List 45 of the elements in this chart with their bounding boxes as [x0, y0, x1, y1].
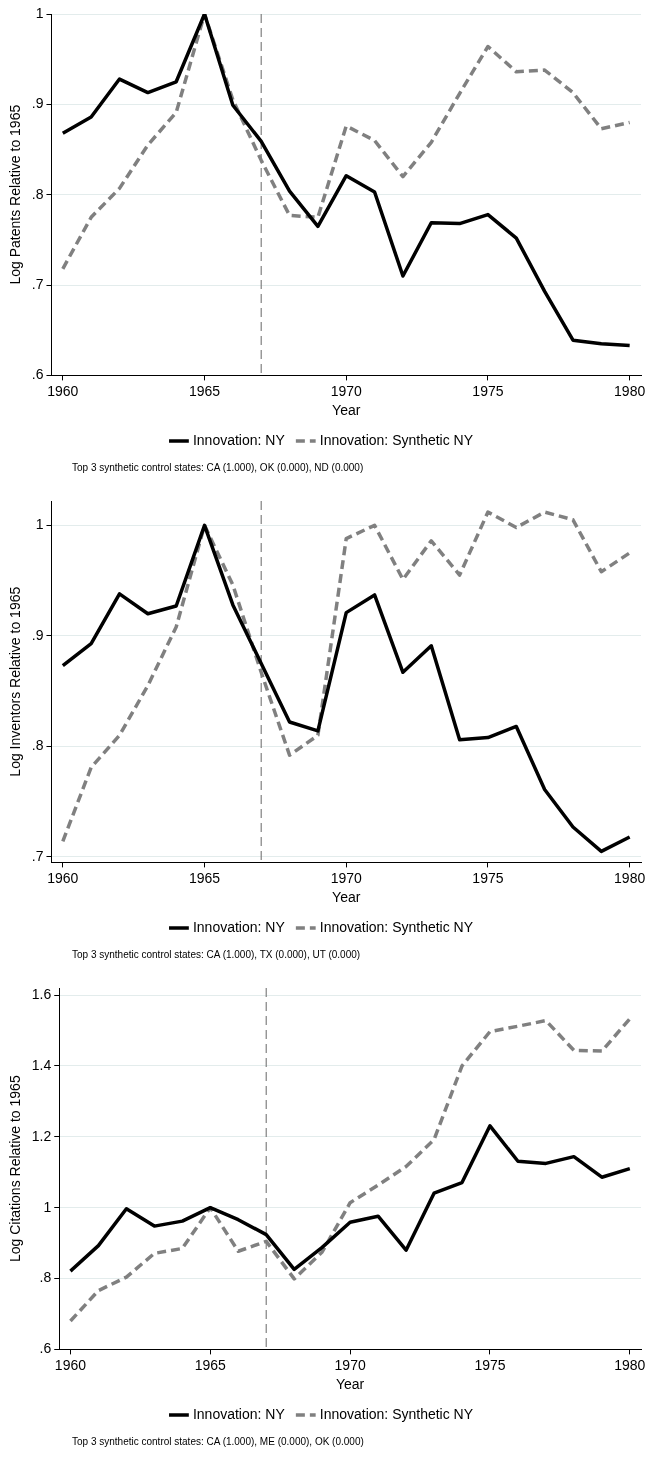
- x-axis-title: Year: [332, 402, 361, 419]
- x-tick-label: 1960: [47, 869, 79, 886]
- y-tick-label: .7: [31, 275, 44, 292]
- x-tick-label: 1980: [614, 869, 646, 886]
- y-tick-label: 1.6: [31, 985, 52, 1002]
- y-tick-label: 1.2: [31, 1127, 52, 1144]
- y-tick-label: 1: [43, 1198, 52, 1215]
- x-axis-title: Year: [335, 1376, 365, 1393]
- y-tick-label: .6: [31, 366, 44, 383]
- y-tick-label: .7: [31, 847, 44, 864]
- x-tick-label: 1970: [330, 382, 363, 399]
- y-tick-label: .8: [39, 1269, 52, 1286]
- legend-label: Innovation: NY: [192, 1405, 286, 1422]
- legend-label: Innovation: Synthetic NY: [319, 1405, 474, 1422]
- y-axis-title: Log Inventors Relative to 1965: [7, 586, 24, 777]
- legend-label: Innovation: Synthetic NY: [319, 431, 474, 448]
- legend-label: Innovation: NY: [192, 431, 286, 448]
- y-tick-label: 1: [35, 4, 44, 21]
- x-tick-label: 1980: [614, 382, 646, 399]
- x-tick-label: 1980: [614, 1356, 646, 1373]
- legend-label: Innovation: Synthetic NY: [319, 918, 474, 935]
- y-axis-title: Log Patents Relative to 1965: [7, 104, 24, 285]
- y-tick-label: .9: [31, 95, 44, 112]
- x-tick-label: 1965: [194, 1356, 227, 1373]
- text: Top 3 synthetic control states: CA (1.000), OK (0.000), ND (0.000): [72, 462, 365, 473]
- text: Top 3 synthetic control states: CA (1.000), TX (0.000), UT (0.000): [72, 949, 362, 960]
- x-axis-title: Year: [332, 889, 361, 906]
- x-tick-label: 1975: [474, 1356, 506, 1373]
- x-tick-label: 1960: [54, 1356, 87, 1373]
- x-tick-label: 1970: [334, 1356, 366, 1373]
- x-tick-label: 1975: [472, 382, 504, 399]
- text: Top 3 synthetic control states: CA (1.000), ME (0.000), OK (0.000): [72, 1436, 365, 1447]
- y-axis-title: Log Citations Relative to 1965: [7, 1075, 24, 1263]
- y-tick-label: 1: [35, 516, 44, 533]
- y-tick-label: .8: [31, 185, 44, 202]
- y-tick-label: .9: [31, 626, 44, 643]
- x-tick-label: 1975: [472, 869, 504, 886]
- y-tick-label: 1.4: [31, 1056, 52, 1073]
- legend-label: Innovation: NY: [192, 918, 286, 935]
- y-tick-label: .8: [31, 737, 44, 754]
- x-tick-label: 1965: [188, 869, 221, 886]
- x-tick-label: 1970: [330, 869, 363, 886]
- x-tick-label: 1965: [188, 382, 221, 399]
- y-tick-label: .6: [39, 1340, 52, 1357]
- x-tick-label: 1960: [47, 382, 79, 399]
